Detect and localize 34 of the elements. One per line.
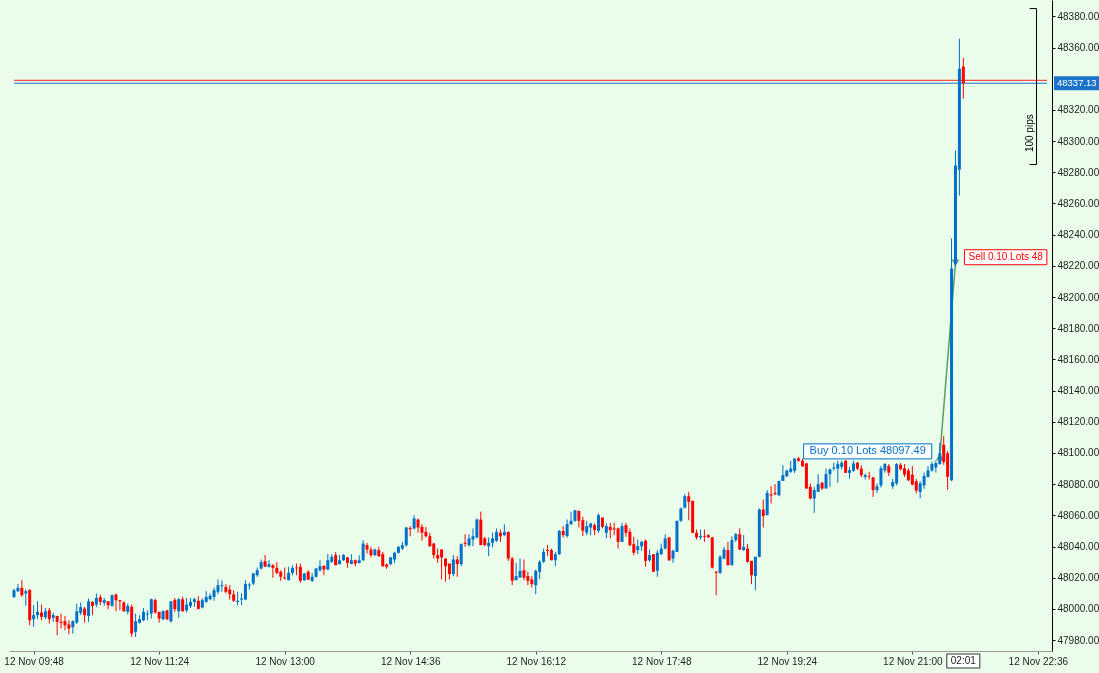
y-tick-label: 48000.00: [1057, 603, 1099, 615]
y-tick-label: 48300.00: [1057, 135, 1099, 147]
text: 100 pips: [1024, 114, 1035, 153]
x-tick-label: 12 Nov 11:24: [130, 655, 190, 667]
y-tick-label: 48220.00: [1057, 260, 1099, 272]
x-tick-label: 12 Nov 14:36: [380, 655, 441, 667]
x-tick-label: 12 Nov 09:48: [4, 655, 65, 667]
x-tick-label: 12 Nov 19:24: [757, 655, 818, 667]
y-tick-label: 48040.00: [1057, 541, 1099, 553]
x-tick-label: 12 Nov 21:00: [883, 655, 943, 667]
y-tick-label: 48140.00: [1057, 385, 1099, 397]
x-tick-label: 12 Nov 22:36: [1008, 655, 1069, 667]
x-tick-label: 12 Nov 16:12: [506, 655, 567, 667]
y-tick-label: 48100.00: [1057, 447, 1099, 459]
y-tick-label: 48200.00: [1057, 291, 1099, 303]
y-tick-label: 48240.00: [1057, 229, 1099, 241]
y-tick-label: 48380.00: [1057, 10, 1099, 22]
y-tick-label: 48180.00: [1057, 322, 1099, 334]
annotation: Buy 0.10 Lots 48097.49: [809, 444, 926, 457]
ref-line-label: 48337.13: [1057, 77, 1097, 89]
y-tick-label: 48320.00: [1057, 104, 1099, 116]
annotation: 02:01: [950, 655, 977, 666]
y-tick-label: 48080.00: [1057, 478, 1099, 490]
y-tick-label: 47980.00: [1057, 634, 1099, 646]
y-tick-label: 48020.00: [1057, 572, 1099, 584]
x-tick-label: 12 Nov 13:00: [255, 655, 316, 667]
y-tick-label: 48260.00: [1057, 197, 1099, 209]
y-tick-label: 48280.00: [1057, 166, 1099, 178]
y-tick-label: 48060.00: [1057, 509, 1099, 521]
x-tick-label: 12 Nov 17:48: [632, 655, 692, 667]
y-tick-label: 48360.00: [1057, 42, 1099, 54]
y-tick-label: 48160.00: [1057, 353, 1099, 365]
y-tick-label: 48120.00: [1057, 416, 1099, 428]
annotation: Sell 0.10 Lots 48: [968, 251, 1044, 263]
